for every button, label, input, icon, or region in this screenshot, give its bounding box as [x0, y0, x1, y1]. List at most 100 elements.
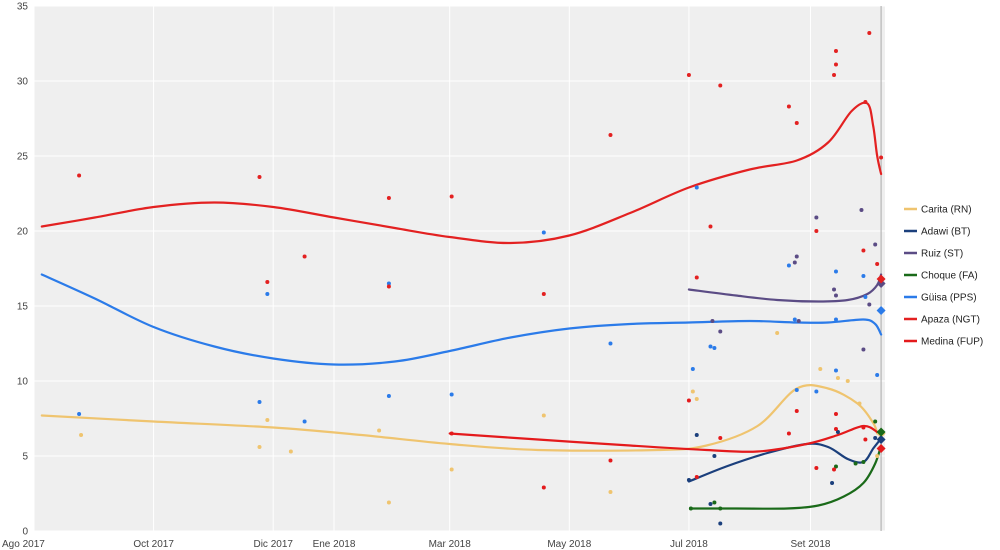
poll-point-guisa-pps — [814, 389, 819, 394]
poll-point-apaza-ngt — [861, 248, 866, 253]
poll-point-choque-fa — [873, 419, 878, 424]
poll-point-ruiz-st — [833, 293, 838, 298]
legend-label-guisa-pps: Güisa (PPS) — [921, 293, 977, 304]
result-marker-adawi-bt — [876, 435, 886, 444]
poll-point-carita-rn — [875, 454, 880, 458]
legend-label-medina-fup: Medina (FUP) — [921, 337, 983, 348]
poll-point-apaza-ngt — [302, 254, 307, 259]
legend-label-choque-fa: Choque (FA) — [921, 271, 978, 282]
poll-point-carita-rn — [694, 397, 699, 401]
poll-point-medina-fup — [608, 458, 613, 463]
poll-point-carita-rn — [386, 500, 391, 505]
poll-point-apaza-ngt — [833, 62, 838, 67]
x-tick-label: Ene 2018 — [313, 539, 356, 550]
poll-point-medina-fup — [694, 475, 699, 479]
poll-point-carita-rn — [257, 445, 262, 449]
poll-point-adawi-bt — [835, 430, 840, 434]
poll-point-apaza-ngt — [786, 104, 791, 109]
poll-point-medina-fup — [541, 485, 546, 490]
x-tick-label: Dic 2017 — [253, 539, 293, 550]
poll-point-guisa-pps — [792, 317, 797, 322]
poll-point-carita-rn — [857, 401, 862, 406]
poll-point-guisa-pps — [694, 185, 699, 190]
poll-point-apaza-ngt — [608, 133, 613, 137]
poll-point-guisa-pps — [386, 281, 391, 286]
poll-point-guisa-pps — [833, 368, 838, 373]
poll-point-medina-fup — [794, 409, 799, 413]
trend-lines — [40, 101, 883, 510]
poll-point-apaza-ngt — [694, 275, 699, 280]
grid — [33, 5, 885, 532]
poll-point-choque-fa — [688, 506, 693, 511]
poll-point-adawi-bt — [694, 433, 699, 437]
legend-label-carita-rn: Carita (RN) — [921, 205, 972, 216]
poll-point-medina-fup — [786, 431, 791, 436]
legend-label-adawi-bt: Adawi (BT) — [921, 227, 970, 238]
poll-point-medina-fup — [449, 431, 454, 436]
poll-point-choque-fa — [853, 461, 858, 466]
x-tick-label: May 2018 — [547, 539, 591, 550]
poll-point-carita-rn — [690, 389, 695, 394]
result-marker-apaza-ngt — [876, 274, 886, 284]
poll-point-carita-rn — [449, 467, 454, 472]
result-marker-choque-fa — [876, 427, 886, 437]
poll-point-choque-fa — [861, 460, 866, 464]
x-tick-label: Set 2018 — [790, 539, 830, 550]
poll-point-medina-fup — [686, 398, 691, 403]
poll-point-apaza-ngt — [879, 155, 884, 160]
y-tick-label: 30 — [17, 77, 29, 88]
y-tick-label: 10 — [17, 377, 29, 388]
poll-point-ruiz-st — [718, 329, 723, 334]
poll-point-apaza-ngt — [265, 280, 270, 284]
poll-point-guisa-pps — [386, 394, 391, 398]
poll-point-carita-rn — [79, 433, 84, 437]
poll-point-guisa-pps — [708, 344, 713, 349]
poll-point-adawi-bt — [830, 481, 835, 485]
poll-point-medina-fup — [832, 467, 837, 472]
poll-point-guisa-pps — [608, 341, 613, 346]
x-tick-label: Ago 2017 — [2, 539, 45, 550]
poll-point-apaza-ngt — [867, 31, 872, 35]
poll-point-medina-fup — [814, 466, 819, 470]
poll-point-apaza-ngt — [686, 73, 691, 77]
poll-point-apaza-ngt — [77, 173, 82, 178]
poll-point-carita-rn — [608, 490, 613, 494]
y-tick-label: 0 — [22, 527, 28, 538]
poll-point-carita-rn — [265, 418, 270, 422]
y-tick-label: 35 — [17, 2, 29, 13]
poll-point-ruiz-st — [794, 254, 799, 259]
poll-point-medina-fup — [718, 436, 723, 440]
poll-point-guisa-pps — [861, 274, 866, 278]
poll-point-adawi-bt — [873, 436, 878, 440]
legend: Carita (RN) Adawi (BT) Ruiz (ST) Choque (FA… — [904, 205, 983, 348]
poll-point-carita-rn — [818, 367, 823, 371]
poll-point-apaza-ngt — [814, 229, 819, 233]
poll-point-guisa-pps — [265, 292, 270, 296]
poll-point-apaza-ngt — [386, 284, 391, 289]
poll-point-apaza-ngt — [794, 121, 799, 125]
result-marker-medina-fup — [876, 444, 886, 453]
poll-point-adawi-bt — [686, 478, 691, 482]
poll-point-guisa-pps — [302, 419, 307, 424]
y-tick-label: 20 — [17, 227, 29, 238]
poll-point-guisa-pps — [541, 230, 546, 235]
poll-point-apaza-ngt — [833, 49, 838, 53]
poll-point-ruiz-st — [796, 319, 801, 323]
poll-point-carita-rn — [288, 449, 293, 454]
poll-point-medina-fup — [861, 425, 866, 430]
poll-point-ruiz-st — [832, 287, 837, 292]
legend-label-apaza-ngt: Apaza (NGT) — [921, 315, 980, 326]
poll-point-choque-fa — [712, 500, 717, 505]
trend-line-guisa-pps — [40, 273, 883, 366]
y-tick-label: 5 — [22, 452, 28, 463]
poll-point-adawi-bt — [712, 454, 717, 458]
x-tick-label: Jul 2018 — [670, 539, 708, 550]
x-tick-label: Oct 2017 — [133, 539, 174, 550]
poll-point-medina-fup — [833, 427, 838, 431]
poll-point-choque-fa — [718, 506, 723, 511]
poll-point-guisa-pps — [794, 388, 799, 392]
trend-line-medina-fup — [448, 424, 883, 453]
trend-line-ruiz-st — [687, 273, 883, 303]
poll-point-guisa-pps — [833, 317, 838, 322]
